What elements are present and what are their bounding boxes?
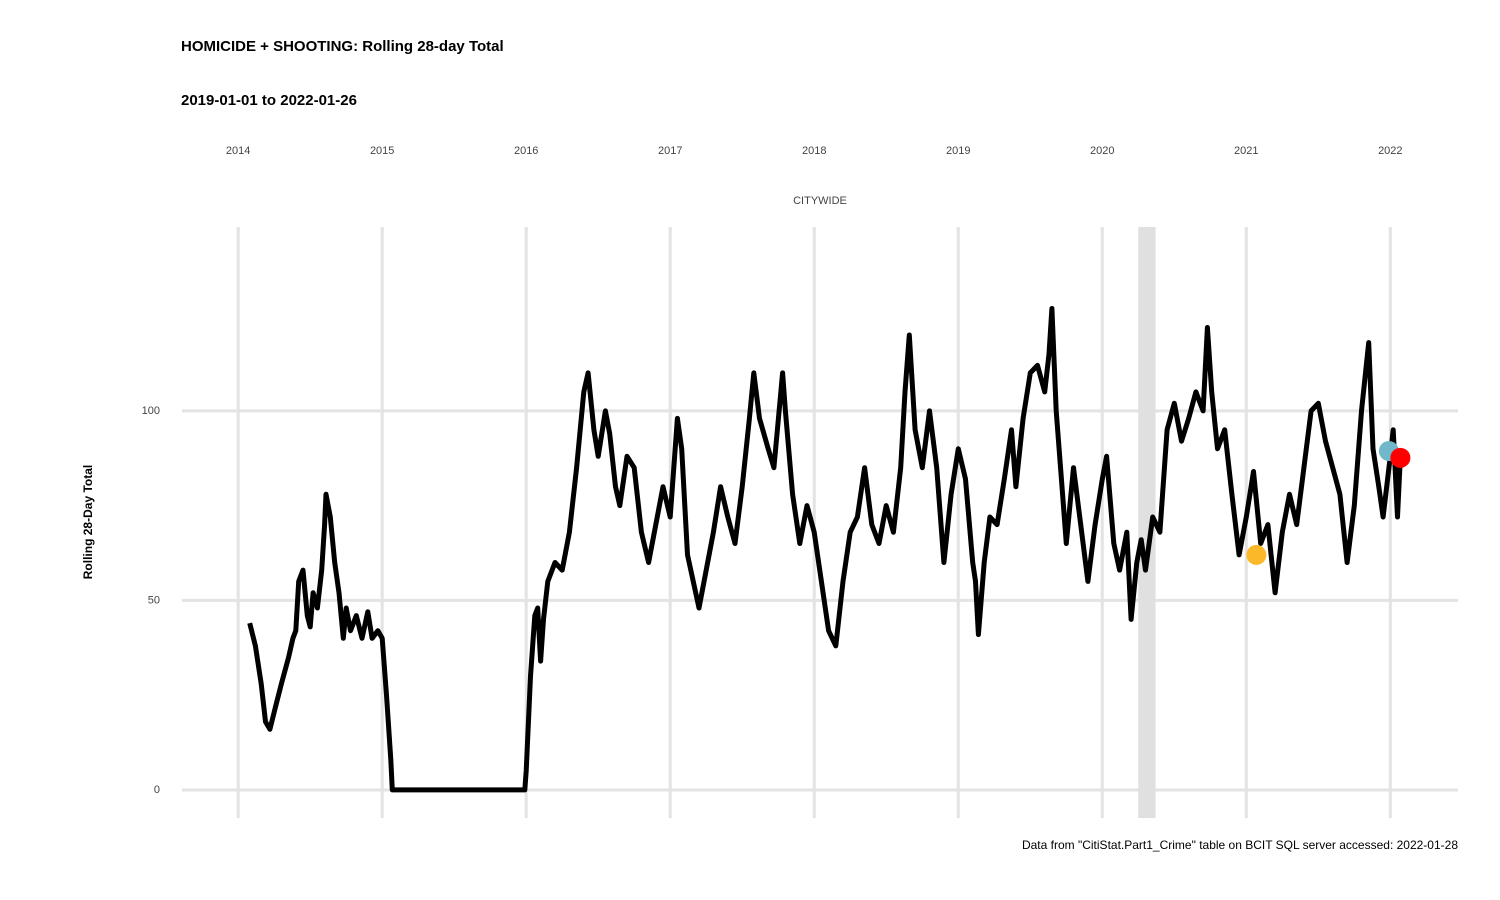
highlight-point [1246,544,1267,565]
y-tick-label: 100 [142,405,160,417]
x-tick-label: 2021 [1234,145,1258,157]
panel-label: CITYWIDE [793,195,847,207]
x-tick-label: 2022 [1378,145,1402,157]
y-tick-label: 50 [148,594,160,606]
x-tick-label: 2018 [802,145,826,157]
x-tick-label: 2019 [946,145,970,157]
chart-title: HOMICIDE + SHOOTING: Rolling 28-day Tota… [181,38,504,55]
x-tick-label: 2020 [1090,145,1114,157]
y-axis-label: Rolling 28-Day Total [81,465,95,579]
x-tick-label: 2017 [658,145,682,157]
x-tick-label: 2016 [514,145,538,157]
y-tick-label: 0 [154,784,160,796]
data-line [247,306,1403,793]
x-tick-label: 2014 [226,145,250,157]
highlight-point [1390,447,1411,468]
shaded-period [1138,227,1156,818]
x-tick-label: 2015 [370,145,394,157]
caption: Data from "CitiStat.Part1_Crime" table o… [1022,838,1458,852]
chart-subtitle: 2019-01-01 to 2022-01-26 [181,92,357,109]
